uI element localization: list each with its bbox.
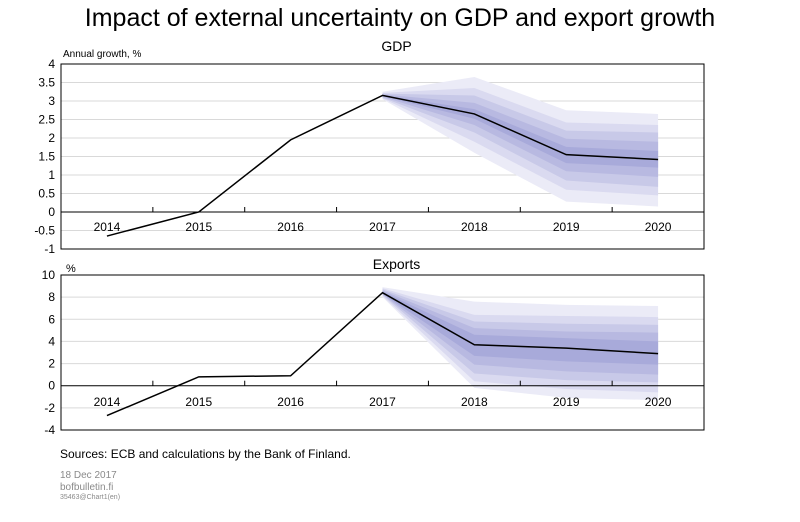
publication-date: 18 Dec 2017 [60,470,117,481]
panel2-y-tick-label: -2 [44,401,55,415]
panel1-category-label: 2020 [645,220,672,234]
panel2-y-tick-label: 10 [42,268,56,282]
panel1-y-tick-label: 3 [48,94,55,108]
panel2-category-label: 2020 [645,395,672,409]
panel1-series-line [106,94,659,237]
panel2-y-axis-label: % [66,263,76,275]
panel1-category-label: 2018 [461,220,488,234]
panel1-category-label: 2019 [553,220,580,234]
panel2-y-tick-label: -4 [44,423,55,437]
panel1-y-tick-label: 3.5 [38,76,55,90]
panel1-y-tick-label: 0 [48,205,55,219]
panel1-category-label: 2017 [369,220,396,234]
panel2-y-tick-label: 2 [48,357,55,371]
panel2-series-line [106,291,659,417]
panel2-y-tick-label: 6 [48,312,55,326]
panel1-category-label: 2015 [185,220,212,234]
panel1-y-tick-label: 4 [48,57,55,71]
panel2-category-label: 2015 [185,395,212,409]
panel1-category-label: 2016 [277,220,304,234]
site-name: bofbulletin.fi [60,482,114,493]
panel2-y-tick-label: 0 [48,379,55,393]
panel1-y-axis-label: Annual growth, % [63,49,141,60]
panel1-y-tick-label: 2.5 [38,113,55,127]
panel2-y-tick-label: 4 [48,334,55,348]
sources-note: Sources: ECB and calculations by the Ban… [60,447,351,461]
panel2-title: Exports [373,256,420,272]
panel2-category-label: 2017 [369,395,396,409]
panel2-category-label: 2018 [461,395,488,409]
panel1-fan-band-5 [382,95,659,168]
panel2-category-label: 2016 [277,395,304,409]
panel1-category-label: 2014 [94,220,121,234]
panel2-fan-band-5 [382,291,659,365]
panel1-y-tick-label: 1.5 [38,150,55,164]
panel1-y-tick-label: 2 [48,131,55,145]
panel2-category-label: 2014 [94,395,121,409]
panel1-y-tick-label: 0.5 [38,187,55,201]
panel2-category-label: 2019 [553,395,580,409]
panel1-title: GDP [381,38,411,54]
panel1-frame [60,63,705,250]
chart-title: Impact of external uncertainty on GDP an… [84,4,716,32]
chart-code: 35463@Chart1(en) [60,494,121,501]
panel2-y-tick-label: 8 [48,290,55,304]
panel1-y-tick-label: 1 [48,168,55,182]
panel1-y-tick-label: -1 [44,242,55,256]
panel2-frame [60,274,705,431]
panel1-y-tick-label: -0.5 [34,224,55,238]
